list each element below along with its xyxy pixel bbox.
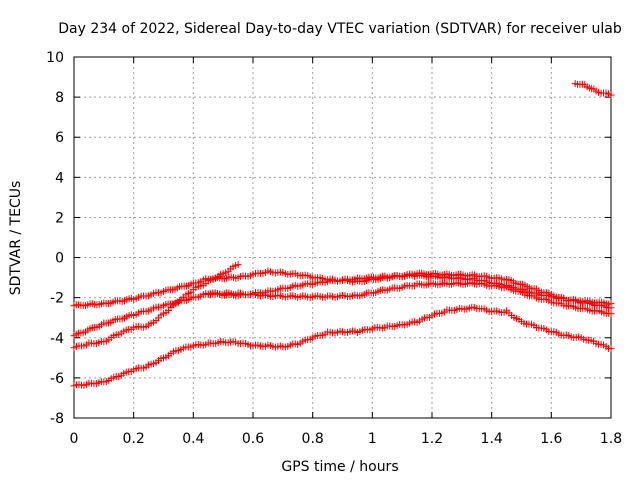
data-point-marker [234,261,242,269]
y-tick-label: 0 [55,251,64,267]
y-tick-label: 4 [55,170,64,186]
y-tick-label: -6 [50,371,64,387]
data-point-marker [607,345,615,353]
series-sat-6 [571,80,615,99]
series-sat-4 [204,279,615,318]
x-tick-label: 0 [70,431,79,447]
x-axis-title: GPS time / hours [281,459,398,475]
x-tick-label: 0.6 [242,431,264,447]
y-tick-label: -2 [50,291,64,307]
y-axis-title: SDTVAR / TECUs [8,181,24,296]
y-tick-label: 8 [55,90,64,106]
x-tick-label: 1.2 [421,431,443,447]
data-point-marker [607,310,615,318]
y-tick-label: -8 [50,411,64,427]
x-tick-label: 0.4 [182,431,204,447]
data-point-marker [607,91,615,99]
y-tick-label: 10 [46,50,64,66]
data-point-marker [607,304,615,312]
y-tick-label: 6 [55,130,64,146]
x-tick-label: 1.4 [481,431,503,447]
x-tick-label: 0.8 [302,431,324,447]
series-sat-5 [70,303,615,390]
y-tick-label: -4 [50,331,64,347]
x-tick-label: 1.6 [540,431,562,447]
x-tick-label: 1 [368,431,377,447]
x-tick-label: 1.8 [600,431,622,447]
y-tick-label: 2 [55,210,64,226]
plot-border [73,56,612,419]
data-points [70,80,615,390]
grid-lines [74,57,611,418]
x-tick-label: 0.2 [123,431,145,447]
chart-title: Day 234 of 2022, Sidereal Day-to-day VTE… [58,21,622,37]
series-sat-3 [70,261,242,352]
axes: 0 0.2 0.4 0.6 0.8 1 1.2 1.4 1.6 1.8 -8 -6 -4 -2 0 2 4 6 8 1… [46,50,622,447]
